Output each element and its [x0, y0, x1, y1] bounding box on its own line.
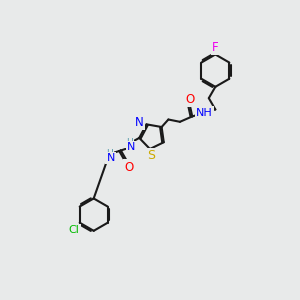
Text: Cl: Cl [69, 225, 80, 236]
Text: N: N [128, 142, 136, 152]
Text: F: F [212, 41, 219, 54]
Text: H: H [106, 149, 112, 158]
Text: N: N [106, 153, 115, 163]
Text: N: N [135, 116, 144, 128]
Text: O: O [185, 93, 195, 106]
Text: O: O [124, 161, 134, 174]
Text: H: H [126, 138, 133, 147]
Text: S: S [147, 149, 155, 162]
Text: NH: NH [196, 108, 213, 118]
